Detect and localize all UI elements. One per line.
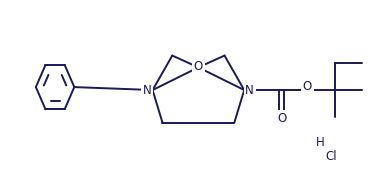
- Text: O: O: [303, 80, 312, 93]
- Text: N: N: [143, 84, 152, 97]
- Text: H: H: [316, 136, 324, 149]
- Text: N: N: [245, 84, 254, 97]
- Text: O: O: [277, 112, 286, 125]
- Text: O: O: [194, 60, 203, 73]
- Text: Cl: Cl: [325, 149, 337, 163]
